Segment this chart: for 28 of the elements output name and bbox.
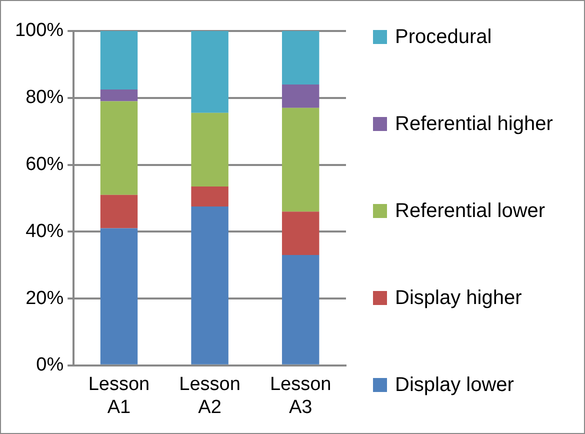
bar <box>191 206 228 364</box>
y-tick-label: 20% <box>26 288 64 309</box>
legend-label: Display higher <box>395 286 523 311</box>
x-tick-label: Lesson A2 <box>179 374 240 418</box>
bar <box>100 228 138 364</box>
bar <box>282 255 320 364</box>
bar <box>282 212 320 256</box>
bar <box>282 84 320 108</box>
bar <box>100 101 138 195</box>
bar <box>282 108 320 212</box>
bar <box>100 31 138 90</box>
bar <box>191 31 228 113</box>
y-tick-label: 40% <box>26 220 64 242</box>
y-tick-label: 100% <box>14 20 64 42</box>
bar <box>191 186 228 207</box>
x-tick-label: Lesson A1 <box>88 374 150 418</box>
bar <box>191 112 228 186</box>
bar <box>282 31 320 85</box>
bar <box>100 90 138 102</box>
legend-label: Referential lower <box>395 199 546 224</box>
bar <box>100 194 138 228</box>
y-tick-label: 0% <box>36 354 64 376</box>
legend-label: Referential higher <box>395 112 554 137</box>
y-tick-label: 60% <box>26 154 64 175</box>
legend-label: Display lower <box>395 373 515 398</box>
x-tick-label: Lesson A3 <box>270 374 332 418</box>
y-tick-label: 80% <box>26 87 64 108</box>
legend-label: Procedural <box>395 25 493 50</box>
